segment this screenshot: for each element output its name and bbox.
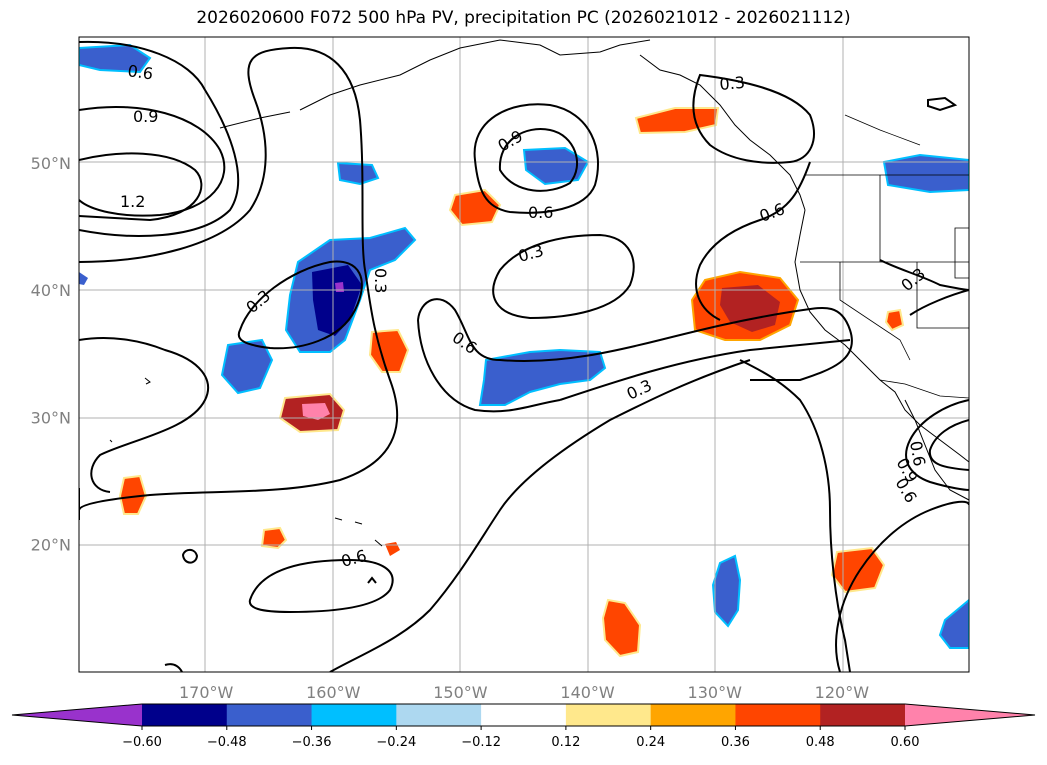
latitude-label: 20°N <box>31 536 71 555</box>
colorbar-segment <box>481 704 567 726</box>
colorbar-tick-label: −0.48 <box>207 735 247 750</box>
precip-negative-area <box>336 161 380 186</box>
colorbar-extend-low <box>12 704 142 726</box>
precip-positive-area <box>601 598 642 658</box>
colorbar-extend-high <box>905 704 1035 726</box>
colorbar-tick-label: 0.36 <box>721 735 750 750</box>
precip-negative-area <box>882 153 969 194</box>
precip-positive-area <box>634 107 720 135</box>
colorbar: −0.60 −0.48 −0.36 −0.24 −0.12 0.12 0.24 0.36 0.4… <box>11 703 1036 750</box>
colorbar-tick-label: −0.24 <box>376 735 416 750</box>
longitude-label: 120°W <box>815 683 870 702</box>
contour-label: 0.6 <box>339 546 369 571</box>
contour-label: 0.6 <box>528 203 553 222</box>
colorbar-segment <box>226 704 313 726</box>
contour-label: 0.9 <box>133 107 158 126</box>
gridlines <box>79 37 969 672</box>
precip-positive-area <box>302 403 330 420</box>
precip-negative-area <box>478 348 607 406</box>
precip-negative-area <box>79 272 88 285</box>
longitude-label: 130°W <box>688 683 743 702</box>
political-borders <box>800 114 969 399</box>
precip-positive-area <box>884 308 905 332</box>
colorbar-tick-label: 0.24 <box>636 735 665 750</box>
latitude-labels: 50°N 40°N 30°N 20°N <box>31 154 71 555</box>
colorbar-tick-label: −0.12 <box>461 735 501 750</box>
contour-label: 0.6 <box>126 61 154 83</box>
colorbar-tick-label: 0.12 <box>551 735 580 750</box>
colorbar-tick-label: −0.36 <box>292 735 332 750</box>
map-frame <box>78 36 970 673</box>
contour-label: 0.6 <box>757 199 787 226</box>
precip-positive-area <box>448 188 502 227</box>
contour-label: 0.6 <box>449 328 481 358</box>
precip-negative-area <box>938 598 969 649</box>
contour-label: 1.2 <box>120 192 145 211</box>
precip-negative-area <box>220 338 274 395</box>
precip-positive-area <box>830 546 886 594</box>
precip-positive-area <box>720 285 780 332</box>
precipitation-shading <box>79 43 969 658</box>
colorbar-tick-label: −0.60 <box>122 735 162 750</box>
colorbar-tick-label: 0.60 <box>891 735 920 750</box>
precip-negative-area <box>711 554 742 628</box>
longitude-label: 170°W <box>179 683 234 702</box>
precip-negative-area <box>312 265 362 336</box>
contour-label: 0.3 <box>719 73 746 94</box>
contour-label: 0.6 <box>906 439 929 467</box>
colorbar-segment <box>311 704 397 726</box>
contour-label: 0.9 <box>495 126 527 155</box>
latitude-label: 50°N <box>31 154 71 173</box>
precip-positive-area <box>368 328 410 373</box>
contour-labels: 0.6 0.9 1.2 0.3 0.3 0.9 0.6 0.3 0.6 0.3 … <box>120 61 929 571</box>
latitude-label: 30°N <box>31 408 71 427</box>
pv-contours <box>79 40 969 672</box>
precip-positive-area <box>260 526 288 550</box>
longitude-label: 140°W <box>560 683 615 702</box>
colorbar-segment <box>396 704 482 726</box>
contour-label: 0.3 <box>516 241 546 266</box>
colorbar-segment <box>650 704 736 726</box>
map-panel: 0.6 0.9 1.2 0.3 0.3 0.9 0.6 0.3 0.6 0.3 … <box>79 37 969 672</box>
colorbar-segment <box>142 704 228 726</box>
longitude-label: 150°W <box>433 683 488 702</box>
longitude-labels: 170°W 160°W 150°W 140°W 130°W 120°W <box>179 683 869 702</box>
longitude-label: 160°W <box>306 683 361 702</box>
latitude-label: 40°N <box>31 281 71 300</box>
precip-negative-area <box>522 146 590 186</box>
contour-label: 0.3 <box>371 268 390 293</box>
map-title: 2026020600 F072 500 hPa PV, precipitatio… <box>196 8 851 28</box>
colorbar-tick-label: 0.48 <box>806 735 835 750</box>
colorbar-segment <box>820 704 906 726</box>
precip-positive-area <box>385 542 400 556</box>
colorbar-segment <box>565 704 652 726</box>
colorbar-segment <box>735 704 821 726</box>
precip-positive-area <box>118 474 148 515</box>
